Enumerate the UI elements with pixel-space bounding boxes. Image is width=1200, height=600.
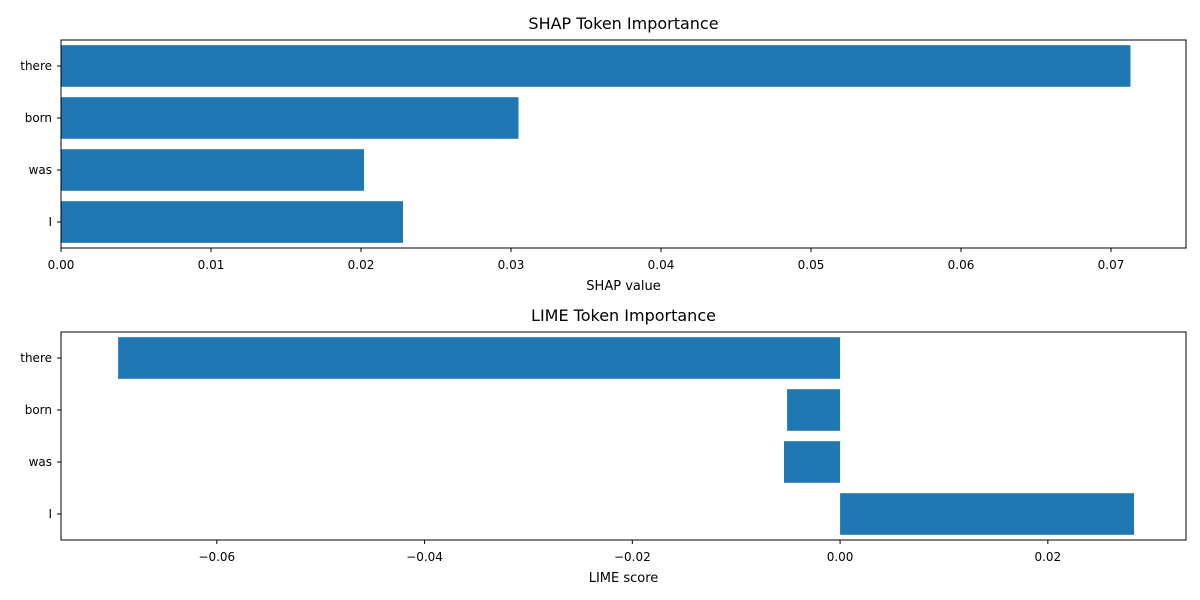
chart-title: SHAP Token Importance	[528, 14, 718, 33]
bar-there	[61, 45, 1131, 87]
x-tick-label: −0.02	[614, 550, 651, 564]
y-tick-label: there	[20, 351, 52, 365]
x-tick-label: 0.04	[648, 258, 675, 272]
x-tick-label: 0.06	[948, 258, 975, 272]
chart-title: LIME Token Importance	[531, 306, 716, 325]
x-axis-label: LIME score	[589, 571, 659, 586]
y-tick-label: there	[20, 59, 52, 73]
bar-was	[783, 441, 841, 483]
x-axis-label: SHAP value	[586, 279, 660, 294]
bar-born	[61, 97, 519, 139]
x-tick-label: 0.05	[798, 258, 825, 272]
x-tick-label: 0.07	[1098, 258, 1125, 272]
bar-was	[61, 149, 364, 191]
y-tick-label: born	[25, 111, 52, 125]
axes-frame	[60, 331, 1187, 541]
x-tick-label: 0.00	[48, 258, 75, 272]
bar-born	[787, 389, 841, 431]
x-tick-label: 0.02	[348, 258, 375, 272]
y-tick-label: I	[48, 507, 52, 521]
y-tick-label: was	[29, 163, 52, 177]
x-tick-label: 0.02	[1034, 550, 1061, 564]
x-tick-label: 0.01	[198, 258, 225, 272]
y-tick-label: was	[29, 455, 52, 469]
y-tick-label: born	[25, 403, 52, 417]
bar-there	[118, 337, 841, 379]
bar-i	[840, 493, 1135, 535]
x-tick-label: 0.00	[827, 550, 854, 564]
x-tick-label: −0.04	[406, 550, 443, 564]
x-tick-label: −0.06	[198, 550, 235, 564]
x-tick-label: 0.03	[498, 258, 525, 272]
axes-frame	[60, 39, 1187, 249]
bar-i	[61, 201, 403, 243]
y-tick-label: I	[48, 215, 52, 229]
